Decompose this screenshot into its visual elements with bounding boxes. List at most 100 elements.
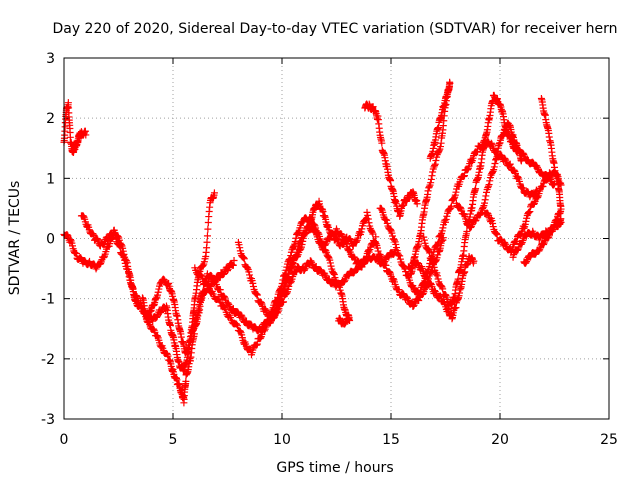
data-point bbox=[200, 258, 208, 266]
data-point bbox=[194, 308, 202, 316]
data-point bbox=[361, 259, 369, 267]
data-point bbox=[420, 236, 428, 244]
y-axis-ticks: -3 -2 -1 0 1 2 3 bbox=[41, 51, 609, 428]
data-point bbox=[430, 263, 438, 271]
data-point bbox=[229, 305, 237, 313]
data-point bbox=[424, 246, 432, 254]
data-point bbox=[464, 166, 472, 174]
data-point bbox=[343, 315, 351, 323]
data-point bbox=[283, 263, 291, 271]
data-point bbox=[273, 297, 281, 305]
data-point bbox=[518, 155, 526, 163]
data-point bbox=[152, 294, 160, 302]
data-point bbox=[67, 236, 75, 244]
data-point bbox=[283, 289, 291, 297]
data-point bbox=[161, 277, 169, 285]
data-point bbox=[428, 256, 436, 264]
data-point bbox=[437, 231, 445, 239]
data-point bbox=[389, 275, 397, 283]
y-axis-label: SDTVAR / TECUs bbox=[7, 181, 23, 296]
data-point bbox=[442, 215, 450, 223]
data-point bbox=[425, 184, 433, 192]
data-point bbox=[519, 184, 527, 192]
data-point bbox=[261, 327, 269, 335]
y-tick-label: -1 bbox=[41, 292, 55, 308]
data-point bbox=[279, 276, 287, 284]
data-point bbox=[341, 236, 349, 244]
data-point bbox=[203, 232, 211, 240]
data-point bbox=[432, 156, 440, 164]
data-point bbox=[481, 196, 489, 204]
data-point bbox=[300, 266, 308, 274]
series-track-1 bbox=[60, 99, 90, 156]
data-point bbox=[514, 173, 522, 181]
data-point bbox=[345, 247, 353, 255]
data-point bbox=[480, 142, 488, 150]
data-point bbox=[533, 162, 541, 170]
data-point bbox=[285, 256, 293, 264]
data-point bbox=[489, 219, 497, 227]
data-point bbox=[365, 219, 373, 227]
data-point bbox=[197, 295, 205, 303]
data-point bbox=[428, 172, 436, 180]
data-point bbox=[433, 153, 441, 161]
data-point bbox=[403, 293, 411, 301]
data-point bbox=[236, 244, 244, 252]
data-point bbox=[378, 139, 386, 147]
data-point bbox=[333, 235, 341, 243]
data-point bbox=[376, 250, 384, 258]
data-point bbox=[204, 219, 212, 227]
data-point bbox=[415, 293, 423, 301]
data-point bbox=[203, 238, 211, 246]
data-point bbox=[314, 229, 322, 237]
data-point bbox=[129, 284, 137, 292]
data-point bbox=[157, 308, 165, 316]
data-point bbox=[261, 305, 269, 313]
data-point bbox=[150, 325, 158, 333]
data-point bbox=[423, 273, 431, 281]
data-point bbox=[230, 256, 238, 264]
series-track-9 bbox=[376, 137, 541, 301]
data-point bbox=[93, 235, 101, 243]
data-point bbox=[435, 293, 443, 301]
data-point bbox=[192, 315, 200, 323]
data-point bbox=[327, 262, 335, 270]
data-point bbox=[325, 275, 333, 283]
data-point bbox=[234, 322, 242, 330]
data-point bbox=[92, 265, 100, 273]
data-point bbox=[128, 283, 136, 291]
data-point bbox=[326, 259, 334, 267]
data-point bbox=[72, 250, 80, 258]
data-point bbox=[154, 332, 162, 340]
x-axis-label: GPS time / hours bbox=[276, 460, 393, 476]
data-point bbox=[392, 240, 400, 248]
data-point bbox=[291, 238, 299, 246]
data-point bbox=[420, 233, 428, 241]
y-tick-label: 3 bbox=[46, 51, 55, 67]
data-point bbox=[290, 242, 298, 250]
data-point bbox=[268, 308, 276, 316]
data-point bbox=[104, 236, 112, 244]
data-point bbox=[149, 317, 157, 325]
series-track-8 bbox=[361, 100, 421, 220]
series-track-6 bbox=[191, 246, 399, 359]
data-point bbox=[490, 163, 498, 171]
data-point bbox=[518, 240, 526, 248]
data-point bbox=[520, 224, 528, 232]
data-point bbox=[233, 320, 241, 328]
data-point bbox=[287, 279, 295, 287]
data-point bbox=[427, 279, 435, 287]
data-point bbox=[395, 286, 403, 294]
data-point bbox=[484, 210, 492, 218]
data-point bbox=[442, 291, 450, 299]
plot-frame bbox=[63, 57, 610, 420]
data-point bbox=[423, 273, 431, 281]
data-point bbox=[285, 282, 293, 290]
data-point bbox=[302, 229, 310, 237]
data-point bbox=[387, 226, 395, 234]
data-point bbox=[210, 279, 218, 287]
series-track-16 bbox=[404, 252, 478, 323]
data-point bbox=[474, 148, 482, 156]
data-point bbox=[276, 286, 284, 294]
data-point bbox=[355, 258, 363, 266]
